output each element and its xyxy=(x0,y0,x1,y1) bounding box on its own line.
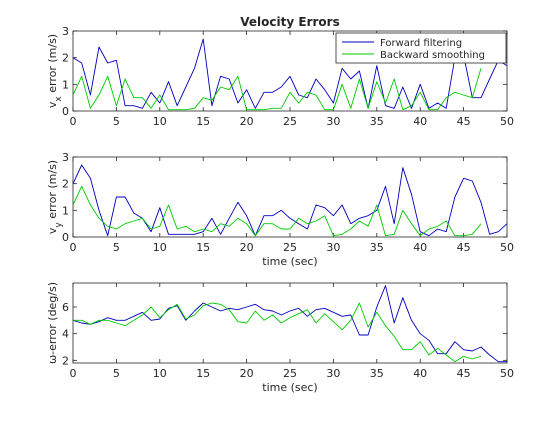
x-tick-label: 30 xyxy=(326,115,340,128)
x-tick-label: 25 xyxy=(283,241,297,254)
y-tick-label: 1 xyxy=(62,78,69,91)
y-axis-label-main: v xyxy=(46,101,59,108)
x-tick-label: 40 xyxy=(413,367,427,380)
y-axis-label-main: ω-error (deg/s) xyxy=(46,282,59,364)
x-tick-label: 20 xyxy=(240,241,254,254)
y-tick-label: 0 xyxy=(62,105,69,118)
x-tick-label: 35 xyxy=(370,115,384,128)
x-tick-label: 25 xyxy=(283,115,297,128)
chart-panel-1: 0 5 10 15 20 25 30 35 40 45 50 0 1 2 3 Velocity Errors v… xyxy=(46,15,514,128)
x-tick-label: 30 xyxy=(326,241,340,254)
x-tick-label: 5 xyxy=(113,241,120,254)
x-axis-label: time (sec) xyxy=(262,381,317,394)
x-tick-label: 35 xyxy=(370,241,384,254)
x-tick-label: 5 xyxy=(113,115,120,128)
x-tick-label: 40 xyxy=(413,241,427,254)
series-line-backward-smoothing xyxy=(73,302,482,363)
x-tick-label: 30 xyxy=(326,367,340,380)
y-axis-label: ω-error (deg/s) xyxy=(46,282,59,364)
x-tick-label: 5 xyxy=(113,367,120,380)
x-tick-label: 50 xyxy=(500,115,514,128)
y-axis-label: vy error (m/s) xyxy=(46,160,64,234)
y-tick-label: 4 xyxy=(62,328,69,341)
y-axis-label-subscript: y xyxy=(54,222,64,228)
x-tick-label: 45 xyxy=(457,367,471,380)
x-tick-label: 20 xyxy=(240,367,254,380)
y-axis-label-rest: error (m/s) xyxy=(46,34,59,96)
chart-title: Velocity Errors xyxy=(240,15,339,29)
x-tick-label: 15 xyxy=(196,241,210,254)
series-line-forward-filtering xyxy=(72,38,508,109)
y-tick-label: 2 xyxy=(62,52,69,65)
y-axis-label-rest: error (m/s) xyxy=(46,160,59,222)
legend-label-backward-smoothing: Backward smoothing xyxy=(380,50,485,61)
x-tick-label: 10 xyxy=(153,115,167,128)
x-tick-label: 45 xyxy=(457,115,471,128)
series-line-forward-filtering xyxy=(72,164,508,237)
axes-box xyxy=(72,282,508,364)
y-axis-label: vx error (m/s) xyxy=(46,34,64,108)
x-tick-label: 50 xyxy=(500,241,514,254)
y-tick-label: 2 xyxy=(62,354,69,367)
x-tick-label: 45 xyxy=(457,241,471,254)
x-tick-label: 0 xyxy=(70,367,77,380)
chart-panel-3: 0 5 10 15 20 25 30 35 40 45 50 2 4 6 time (sec) ω-error… xyxy=(46,282,514,394)
x-tick-label: 15 xyxy=(196,115,210,128)
x-tick-label: 10 xyxy=(153,367,167,380)
y-tick-label: 1 xyxy=(62,204,69,217)
series-line-backward-smoothing xyxy=(72,68,482,111)
x-tick-label: 40 xyxy=(413,115,427,128)
legend-box xyxy=(335,32,507,64)
x-tick-label: 20 xyxy=(240,115,254,128)
x-tick-label: 50 xyxy=(500,367,514,380)
y-tick-label: 3 xyxy=(62,25,69,38)
x-tick-label: 0 xyxy=(70,115,77,128)
y-axis-label-subscript: x xyxy=(54,96,64,102)
x-tick-label: 10 xyxy=(153,241,167,254)
y-tick-label: 2 xyxy=(62,178,69,191)
x-tick-label: 0 xyxy=(70,241,77,254)
x-axis-label: time (sec) xyxy=(262,255,317,268)
series-line-forward-filtering xyxy=(72,285,507,363)
x-tick-label: 25 xyxy=(283,367,297,380)
y-tick-label: 6 xyxy=(62,301,69,314)
axes-box xyxy=(72,156,508,238)
series-line-backward-smoothing xyxy=(72,185,482,237)
y-axis-label-main: v xyxy=(46,227,59,234)
y-tick-label: 0 xyxy=(62,231,69,244)
legend-label-forward-filtering: Forward filtering xyxy=(380,38,462,49)
chart-panel-2: 0 5 10 15 20 25 30 35 40 45 50 0 1 2 3 time (sec) vy err… xyxy=(46,151,514,268)
x-tick-label: 15 xyxy=(196,367,210,380)
x-tick-label: 35 xyxy=(370,367,384,380)
y-tick-label: 3 xyxy=(62,151,69,164)
